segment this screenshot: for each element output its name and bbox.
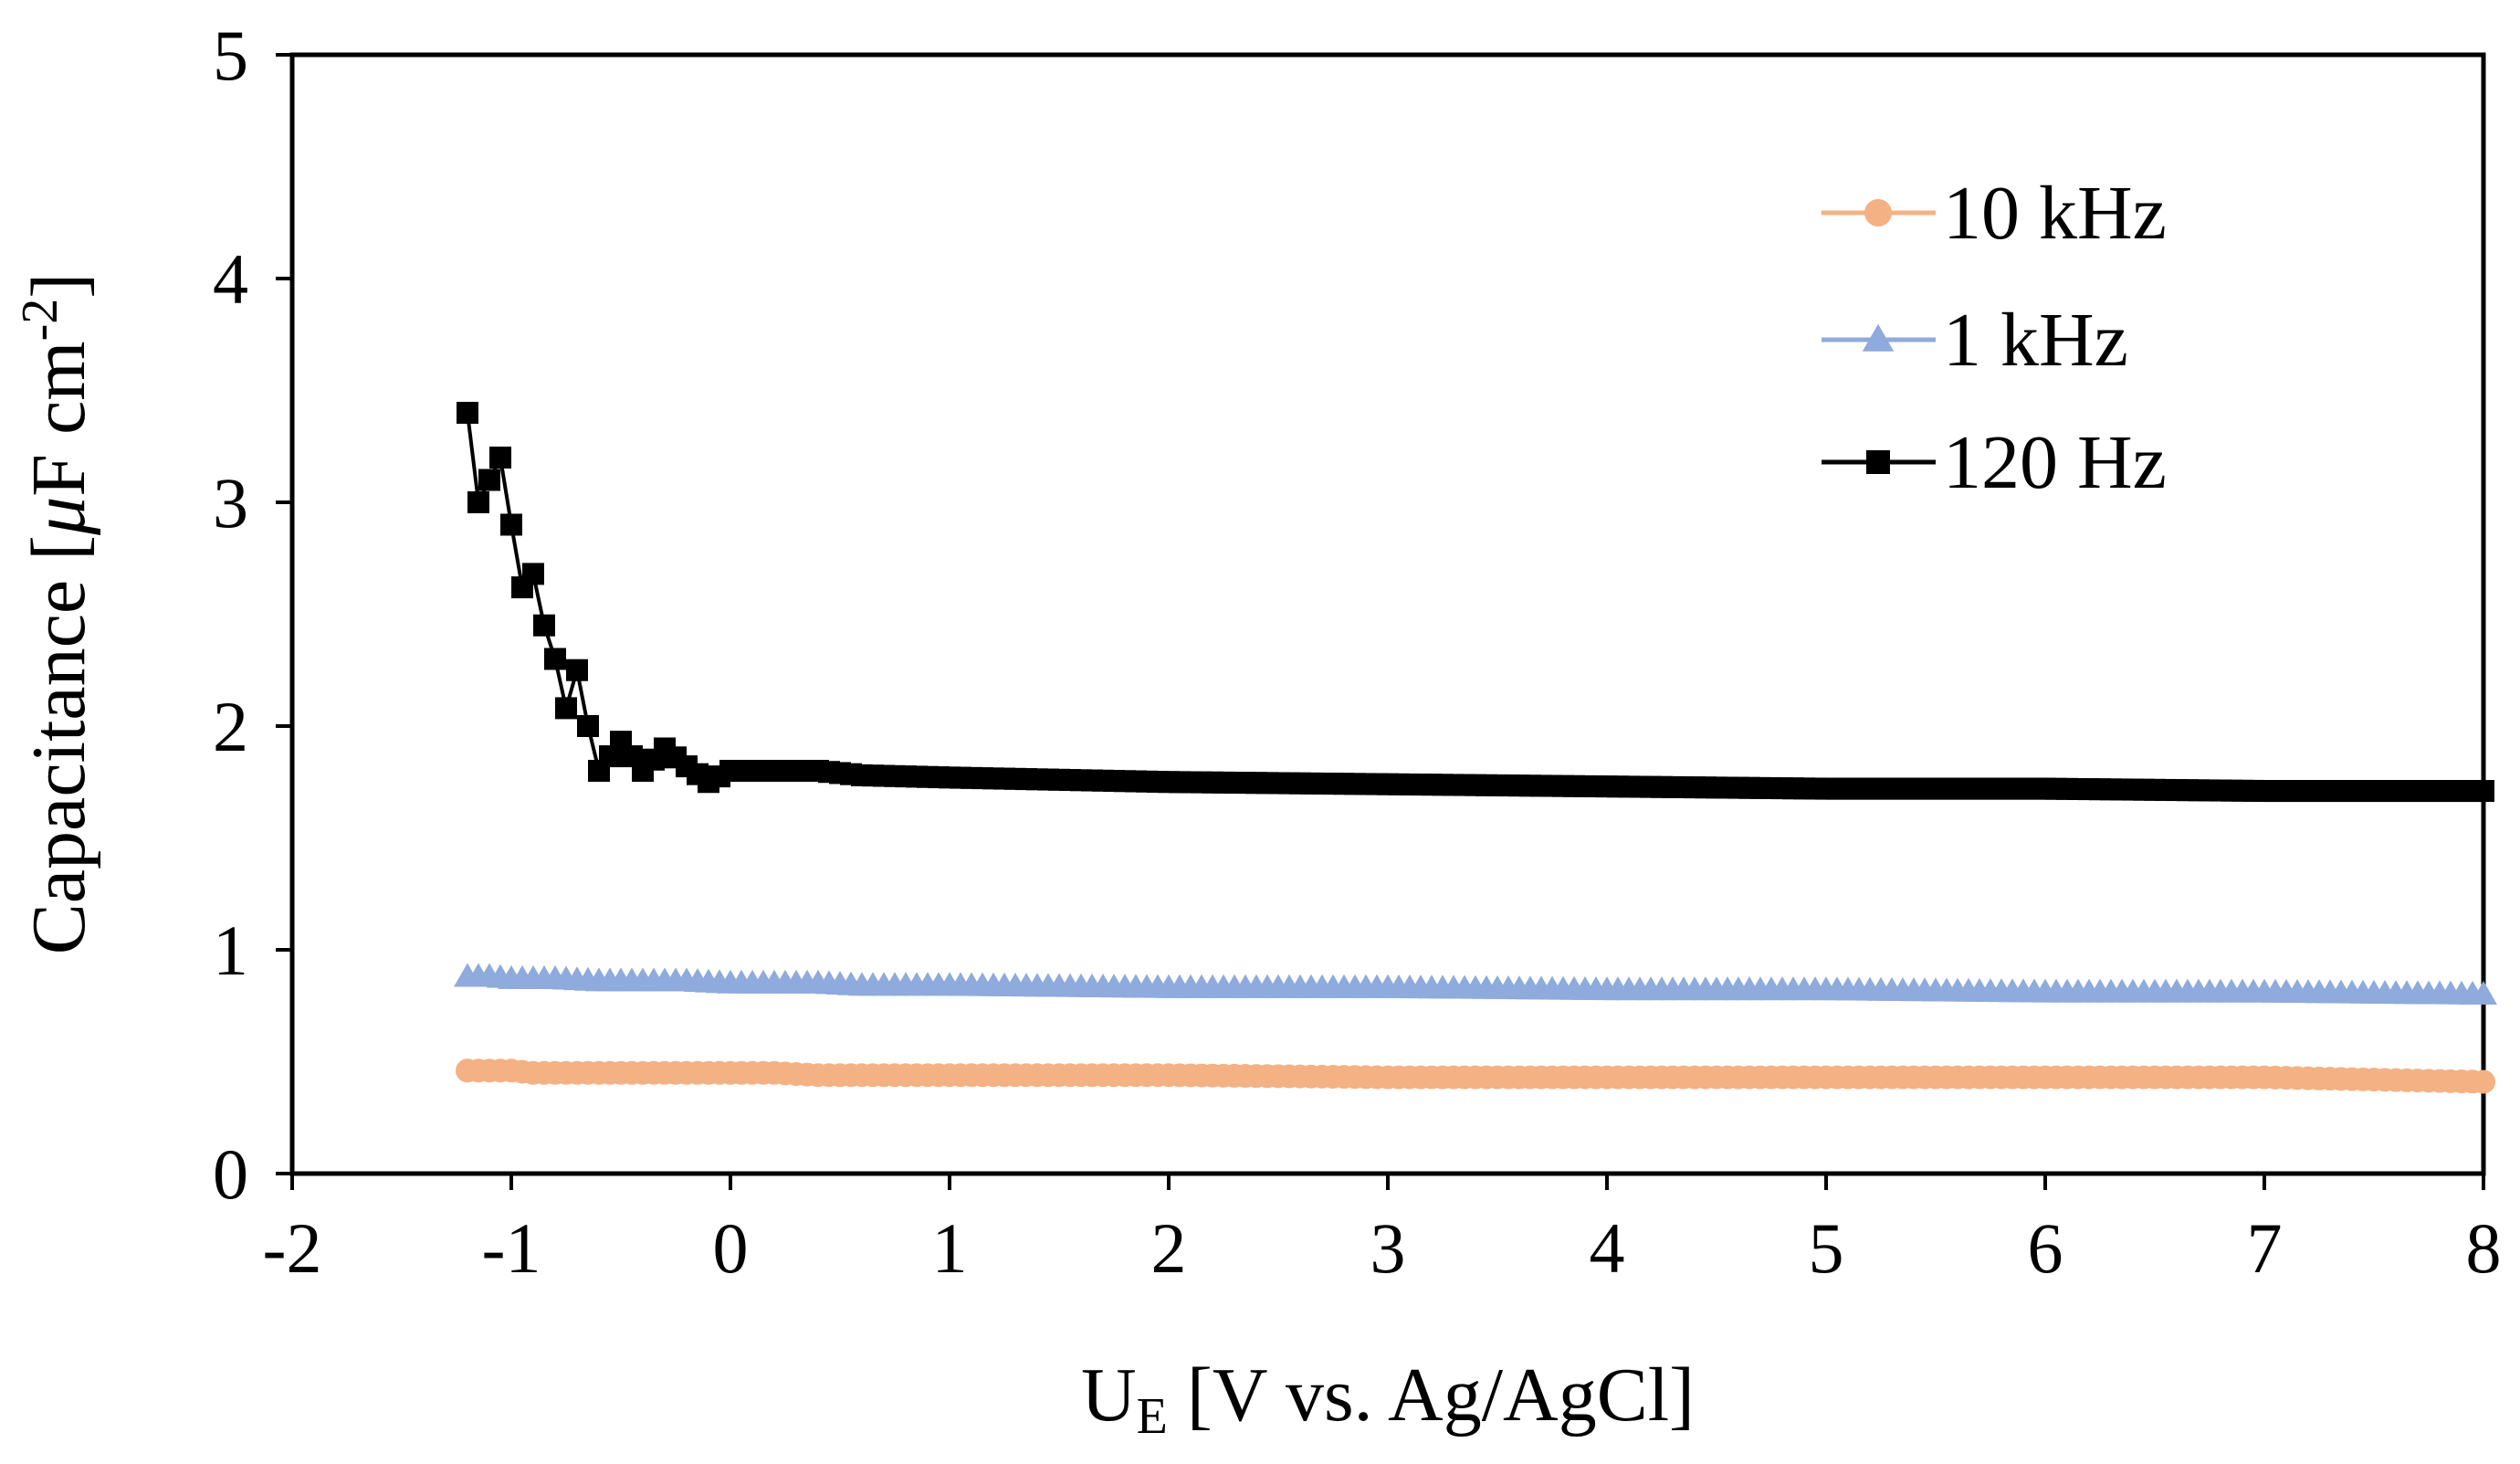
data-point-120-hz <box>577 715 599 737</box>
data-point-120-hz <box>522 563 544 585</box>
y-tick-label: 3 <box>213 463 248 542</box>
x-tick-label: 2 <box>1151 1208 1187 1288</box>
data-point-120-hz <box>478 469 500 491</box>
y-tick-label: 4 <box>213 239 248 319</box>
data-point-120-hz <box>489 447 511 469</box>
series-1-khz <box>454 963 2497 1006</box>
legend-label: 10 kHz <box>1943 171 2167 256</box>
legend-label: 120 Hz <box>1943 420 2167 505</box>
series-layer <box>454 402 2497 1094</box>
data-point-120-hz <box>500 513 522 536</box>
legend-item-1-khz: 1 kHz <box>1822 298 2128 383</box>
x-tick-label: 3 <box>1370 1208 1406 1288</box>
series-line-120-hz <box>466 412 2483 793</box>
legend-marker <box>1866 450 1890 474</box>
x-tick-label: 6 <box>2028 1208 2063 1288</box>
y-tick-label: 5 <box>213 16 248 95</box>
x-tick-label: 0 <box>713 1208 749 1288</box>
legend: 10 kHz 1 kHz 120 Hz <box>1822 171 2167 505</box>
x-tick-label: 7 <box>2247 1208 2283 1288</box>
data-point-120-hz <box>457 402 478 424</box>
y-tick-label: 1 <box>213 911 248 990</box>
legend-item-120-hz: 120 Hz <box>1822 420 2167 505</box>
data-point-120-hz <box>533 614 555 637</box>
data-point-10-khz <box>2472 1069 2495 1094</box>
data-point-120-hz <box>467 491 489 513</box>
data-point-120-hz <box>544 648 566 670</box>
legend-marker <box>1862 323 1895 352</box>
data-point-120-hz <box>2473 780 2494 803</box>
legend-label: 1 kHz <box>1943 298 2128 383</box>
x-tick-label: -1 <box>482 1208 541 1288</box>
legend-marker <box>1864 199 1892 226</box>
data-point-120-hz <box>555 697 577 720</box>
x-tick-label: 4 <box>1590 1208 1625 1288</box>
x-tick-label: -2 <box>263 1208 322 1288</box>
series-120-hz <box>457 402 2494 803</box>
x-tick-label: 5 <box>1809 1208 1844 1288</box>
x-tick-label: 8 <box>2466 1208 2502 1288</box>
legend-item-10-khz: 10 kHz <box>1822 171 2167 256</box>
data-point-1-khz <box>2470 981 2497 1006</box>
data-point-120-hz <box>566 658 588 681</box>
x-tick-label: 1 <box>932 1208 968 1288</box>
y-tick-label: 0 <box>213 1134 248 1214</box>
x-axis-title: UE [V vs. Ag/AgCl] <box>1081 1353 1695 1445</box>
x-axis: -2 -1 0 1 2 3 4 5 6 7 8 <box>263 1174 2502 1288</box>
series-10-khz <box>456 1059 2495 1094</box>
y-axis: 0 1 2 3 4 5 <box>213 16 292 1214</box>
y-tick-label: 2 <box>213 687 248 766</box>
y-axis-title: Capacitance [μF cm-2] <box>12 273 101 955</box>
